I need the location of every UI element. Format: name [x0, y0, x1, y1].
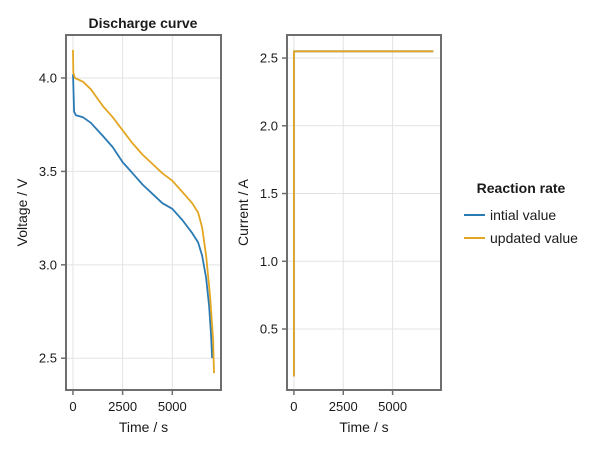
voltage-y-ticks: 2.5 3.0 3.5 4.0: [39, 70, 66, 366]
current-x-tick-label: 5000: [378, 399, 407, 414]
current-y-tick-label: 2.5: [260, 51, 278, 66]
current-panel: 0 2500 5000 0.5 1.0 1.5 2.0 2.5 Time / s Curre…: [235, 34, 442, 435]
current-plot-frame: [286, 34, 442, 391]
voltage-plot-frame: [65, 34, 222, 391]
voltage-grid: [66, 35, 221, 390]
current-y-tick-label: 1.5: [260, 186, 278, 201]
current-y-axis-label: Current / A: [235, 178, 251, 246]
current-y-tick-label: 0.5: [260, 322, 278, 337]
current-series-group: [292, 50, 434, 377]
current-y-tick-label: 2.0: [260, 118, 278, 133]
voltage-series-updated-value: [72, 49, 215, 374]
voltage-series-group: [72, 49, 215, 374]
voltage-y-tick-label: 2.5: [39, 351, 57, 366]
voltage-x-axis-label: Time / s: [119, 419, 168, 435]
legend-label-intial-value: intial value: [490, 207, 556, 223]
current-x-axis-label: Time / s: [339, 419, 388, 435]
voltage-series-intial-value: [72, 74, 213, 359]
voltage-panel: Discharge curve 0 2500 5000 2.5 3.0 3.5 4.0 T…: [14, 15, 222, 435]
voltage-y-tick-label: 3.0: [39, 257, 57, 272]
current-x-tick-label: 2500: [329, 399, 358, 414]
legend-label-updated-value: updated value: [490, 230, 578, 246]
current-x-tick-label: 0: [290, 399, 297, 414]
current-series-updated-value: [292, 50, 434, 377]
voltage-panel-title: Discharge curve: [89, 15, 198, 31]
voltage-x-tick-label: 2500: [108, 399, 137, 414]
voltage-y-tick-label: 3.5: [39, 164, 57, 179]
voltage-y-axis-label: Voltage / V: [14, 178, 30, 246]
current-y-ticks: 0.5 1.0 1.5 2.0 2.5: [260, 51, 287, 337]
voltage-x-tick-label: 0: [69, 399, 76, 414]
voltage-x-tick-label: 5000: [158, 399, 187, 414]
legend: Reaction rate intial value updated value: [464, 180, 578, 246]
voltage-x-ticks: 0 2500 5000: [69, 390, 187, 414]
current-grid: [287, 35, 441, 390]
current-y-tick-label: 1.0: [260, 254, 278, 269]
voltage-y-tick-label: 4.0: [39, 70, 57, 85]
current-x-ticks: 0 2500 5000: [290, 390, 407, 414]
current-series-intial-value: [292, 50, 434, 377]
legend-title: Reaction rate: [477, 180, 566, 196]
